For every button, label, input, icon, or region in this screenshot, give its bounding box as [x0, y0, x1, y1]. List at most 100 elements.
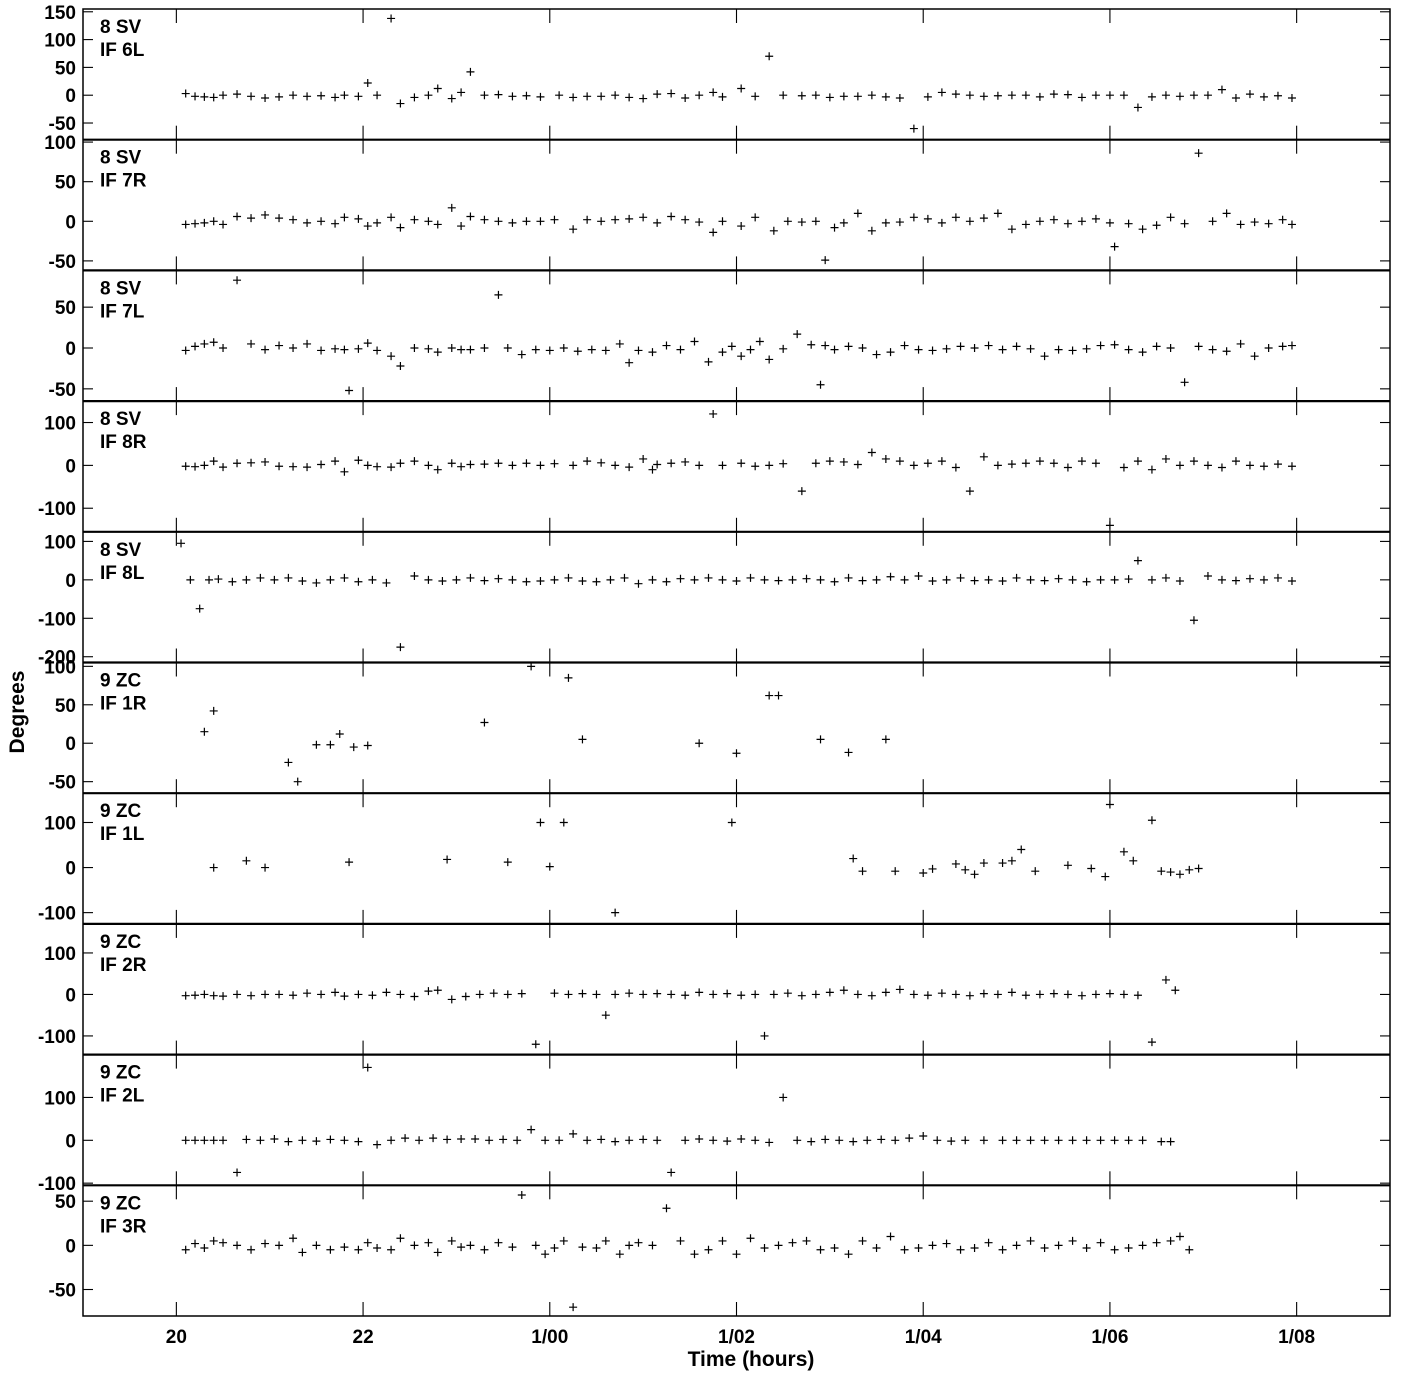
- data-point: [373, 1140, 382, 1149]
- data-point: [1157, 867, 1166, 876]
- data-point: [303, 463, 312, 472]
- data-point: [1273, 460, 1282, 469]
- data-point: [317, 217, 326, 226]
- data-point: [839, 457, 848, 466]
- data-point: [1063, 90, 1072, 99]
- data-point: [662, 341, 671, 350]
- data-point: [886, 572, 895, 581]
- data-point: [1040, 352, 1049, 361]
- data-point: [317, 990, 326, 999]
- data-point: [816, 380, 825, 389]
- data-point: [1245, 90, 1254, 99]
- data-point: [494, 459, 503, 468]
- data-point: [811, 91, 820, 100]
- data-point: [769, 990, 778, 999]
- data-point: [494, 1238, 503, 1247]
- data-point: [769, 226, 778, 235]
- data-point: [1222, 209, 1231, 218]
- data-point: [541, 1250, 550, 1259]
- data-point: [242, 575, 251, 584]
- data-point: [737, 352, 746, 361]
- data-point: [937, 457, 946, 466]
- data-point: [676, 574, 685, 583]
- data-point: [415, 1136, 424, 1145]
- data-point: [559, 818, 568, 827]
- data-point: [275, 462, 284, 471]
- data-point: [783, 217, 792, 226]
- data-point: [564, 990, 573, 999]
- data-point: [480, 215, 489, 224]
- data-point: [191, 92, 200, 101]
- data-point: [1026, 344, 1035, 353]
- data-point: [200, 990, 209, 999]
- data-point: [354, 456, 363, 465]
- data-point: [923, 991, 932, 1000]
- data-point: [951, 213, 960, 222]
- data-point: [1133, 556, 1142, 565]
- data-point: [625, 463, 634, 472]
- data-point: [979, 989, 988, 998]
- data-point: [1259, 462, 1268, 471]
- data-point: [779, 344, 788, 353]
- data-point: [503, 858, 512, 867]
- data-point: [373, 346, 382, 355]
- data-point: [765, 691, 774, 700]
- data-point: [503, 990, 512, 999]
- data-point: [1105, 800, 1114, 809]
- data-point: [433, 986, 442, 995]
- data-point: [746, 573, 755, 582]
- data-point: [396, 1234, 405, 1243]
- data-point: [1096, 1136, 1105, 1145]
- data-point: [303, 989, 312, 998]
- data-point: [863, 1136, 872, 1145]
- data-point: [886, 1232, 895, 1241]
- data-point: [844, 1250, 853, 1259]
- data-point: [1287, 93, 1296, 102]
- data-point: [1026, 1236, 1035, 1245]
- data-point: [340, 573, 349, 582]
- data-point: [830, 1244, 839, 1252]
- y-tick-label: -100: [38, 499, 76, 520]
- data-point: [891, 867, 900, 876]
- data-point: [1091, 459, 1100, 468]
- if-label: IF 7L: [100, 301, 145, 322]
- data-point: [900, 1245, 909, 1254]
- data-point: [1231, 93, 1240, 102]
- data-point: [858, 344, 867, 353]
- data-point: [1124, 1244, 1133, 1252]
- data-point: [947, 1137, 956, 1146]
- data-point: [1035, 92, 1044, 101]
- data-point: [559, 344, 568, 353]
- data-point: [933, 1136, 942, 1145]
- y-tick-label: 0: [65, 985, 76, 1006]
- data-point: [1091, 214, 1100, 223]
- data-point: [340, 992, 349, 1001]
- data-point: [387, 213, 396, 222]
- data-point: [452, 575, 461, 584]
- data-point: [247, 1245, 256, 1254]
- antenna-label: 8 SV: [100, 540, 142, 561]
- data-point: [261, 1239, 270, 1248]
- data-point: [1175, 461, 1184, 470]
- data-point: [396, 361, 405, 370]
- data-point: [569, 461, 578, 470]
- data-point: [485, 1136, 494, 1145]
- data-point: [914, 572, 923, 581]
- data-point: [363, 222, 372, 231]
- data-point: [312, 1137, 321, 1146]
- data-point: [676, 1236, 685, 1245]
- data-point: [233, 212, 242, 221]
- y-tick-label: -50: [49, 252, 76, 273]
- data-point: [881, 218, 890, 227]
- data-point: [275, 990, 284, 999]
- data-point: [410, 344, 419, 353]
- data-point: [928, 577, 937, 586]
- data-point: [209, 217, 218, 226]
- data-point: [727, 818, 736, 827]
- data-point: [793, 1136, 802, 1145]
- data-point: [247, 214, 256, 223]
- data-point: [340, 213, 349, 222]
- data-point: [1194, 864, 1203, 873]
- data-point: [1236, 220, 1245, 229]
- data-point: [998, 1136, 1007, 1145]
